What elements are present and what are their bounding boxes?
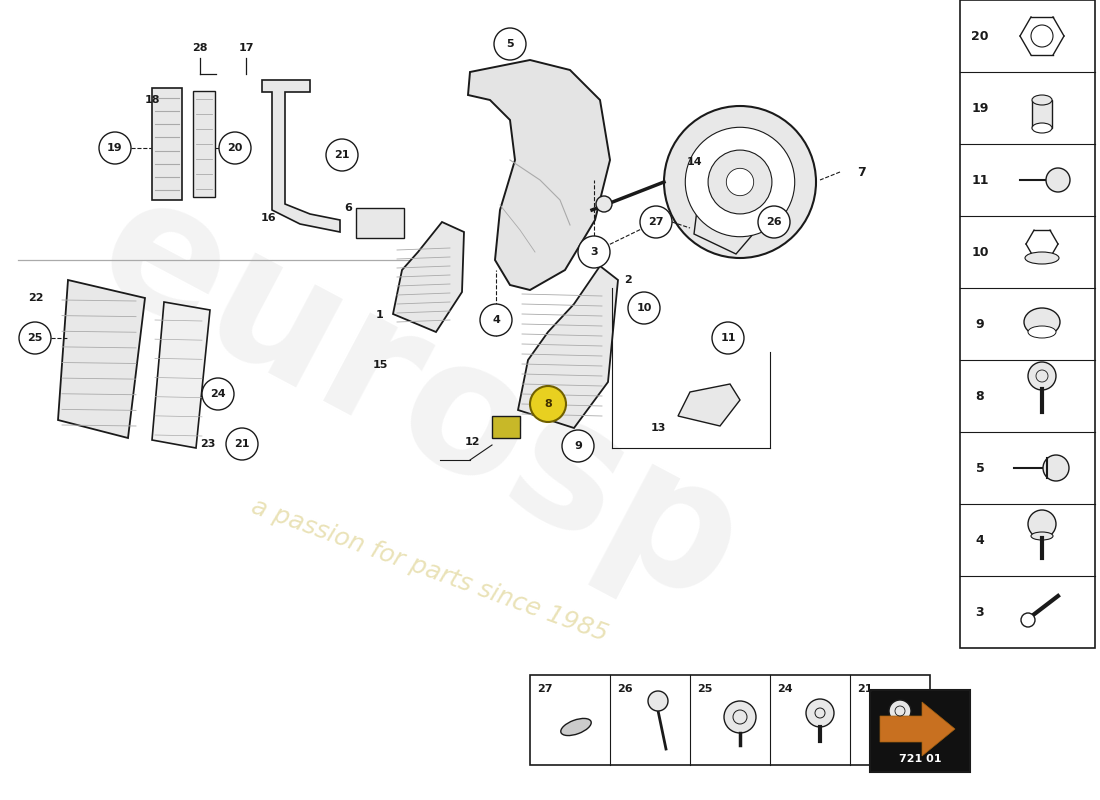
- Text: a passion for parts since 1985: a passion for parts since 1985: [249, 494, 612, 646]
- Circle shape: [758, 206, 790, 238]
- Text: 20: 20: [228, 143, 243, 153]
- Text: 6: 6: [344, 203, 352, 213]
- Text: 14: 14: [686, 157, 702, 167]
- Circle shape: [99, 132, 131, 164]
- Text: 21: 21: [334, 150, 350, 160]
- Polygon shape: [694, 180, 760, 254]
- Text: 25: 25: [28, 333, 43, 343]
- Circle shape: [578, 236, 610, 268]
- Circle shape: [1028, 510, 1056, 538]
- Polygon shape: [262, 80, 340, 232]
- Bar: [192, 91, 215, 197]
- Bar: [960, 0, 1094, 648]
- Bar: [492, 416, 520, 438]
- Text: 16: 16: [261, 213, 276, 223]
- Text: 19: 19: [971, 102, 989, 114]
- Ellipse shape: [1028, 326, 1056, 338]
- Text: 5: 5: [976, 462, 984, 474]
- Text: 21: 21: [234, 439, 250, 449]
- Ellipse shape: [1031, 532, 1053, 540]
- Text: 5: 5: [506, 39, 514, 49]
- Text: 26: 26: [767, 217, 782, 227]
- Polygon shape: [468, 60, 610, 290]
- Text: 3: 3: [591, 247, 597, 257]
- Text: eurosp: eurosp: [69, 158, 771, 642]
- Ellipse shape: [561, 718, 591, 735]
- Text: 12: 12: [464, 437, 480, 447]
- Text: 28: 28: [192, 43, 208, 53]
- Circle shape: [726, 168, 754, 196]
- Text: 17: 17: [239, 43, 254, 53]
- Text: 9: 9: [574, 441, 582, 451]
- Polygon shape: [152, 302, 210, 448]
- Circle shape: [480, 304, 512, 336]
- Text: 1: 1: [376, 310, 384, 320]
- Text: 11: 11: [971, 174, 989, 186]
- Text: 19: 19: [107, 143, 123, 153]
- Text: 23: 23: [200, 439, 216, 449]
- Circle shape: [530, 386, 566, 422]
- Circle shape: [640, 206, 672, 238]
- Text: 24: 24: [210, 389, 225, 399]
- Circle shape: [806, 699, 834, 727]
- Text: 8: 8: [976, 390, 984, 402]
- Circle shape: [226, 428, 258, 460]
- Circle shape: [19, 322, 51, 354]
- Circle shape: [1021, 613, 1035, 627]
- Circle shape: [1043, 455, 1069, 481]
- Text: 4: 4: [976, 534, 984, 546]
- Text: 3: 3: [976, 606, 984, 618]
- Circle shape: [628, 292, 660, 324]
- Text: 21: 21: [857, 684, 872, 694]
- Bar: [1032, 100, 1052, 128]
- Circle shape: [494, 28, 526, 60]
- Bar: [152, 88, 182, 200]
- Text: 8: 8: [544, 399, 552, 409]
- Circle shape: [326, 139, 358, 171]
- Text: 2: 2: [624, 275, 631, 285]
- Ellipse shape: [1025, 252, 1059, 264]
- Ellipse shape: [1032, 95, 1052, 105]
- Circle shape: [562, 430, 594, 462]
- Text: 18: 18: [144, 95, 159, 105]
- Text: 15: 15: [372, 360, 387, 370]
- Circle shape: [685, 127, 794, 237]
- Circle shape: [889, 700, 911, 722]
- Text: 13: 13: [650, 423, 666, 433]
- Circle shape: [1046, 168, 1070, 192]
- Bar: [356, 208, 404, 238]
- Text: 10: 10: [971, 246, 989, 258]
- Text: 25: 25: [697, 684, 713, 694]
- Circle shape: [712, 322, 744, 354]
- Circle shape: [648, 691, 668, 711]
- Ellipse shape: [1024, 308, 1060, 336]
- Polygon shape: [58, 280, 145, 438]
- Text: 4: 4: [492, 315, 499, 325]
- Circle shape: [202, 378, 234, 410]
- Text: 27: 27: [648, 217, 663, 227]
- Text: 27: 27: [537, 684, 552, 694]
- Ellipse shape: [1032, 123, 1052, 133]
- Circle shape: [219, 132, 251, 164]
- Text: 7: 7: [858, 166, 867, 178]
- Circle shape: [664, 106, 816, 258]
- Bar: [530, 675, 930, 765]
- Circle shape: [708, 150, 772, 214]
- Text: 11: 11: [720, 333, 736, 343]
- Text: 22: 22: [29, 293, 44, 303]
- Text: 721 01: 721 01: [899, 754, 942, 764]
- Text: 24: 24: [778, 684, 793, 694]
- Circle shape: [596, 196, 612, 212]
- Text: 10: 10: [636, 303, 651, 313]
- Text: 9: 9: [976, 318, 984, 330]
- Text: 26: 26: [617, 684, 632, 694]
- Circle shape: [1028, 362, 1056, 390]
- Text: 20: 20: [971, 30, 989, 42]
- Bar: [870, 690, 970, 772]
- Polygon shape: [880, 702, 955, 756]
- Polygon shape: [518, 266, 618, 428]
- Polygon shape: [678, 384, 740, 426]
- Circle shape: [724, 701, 756, 733]
- Polygon shape: [393, 222, 464, 332]
